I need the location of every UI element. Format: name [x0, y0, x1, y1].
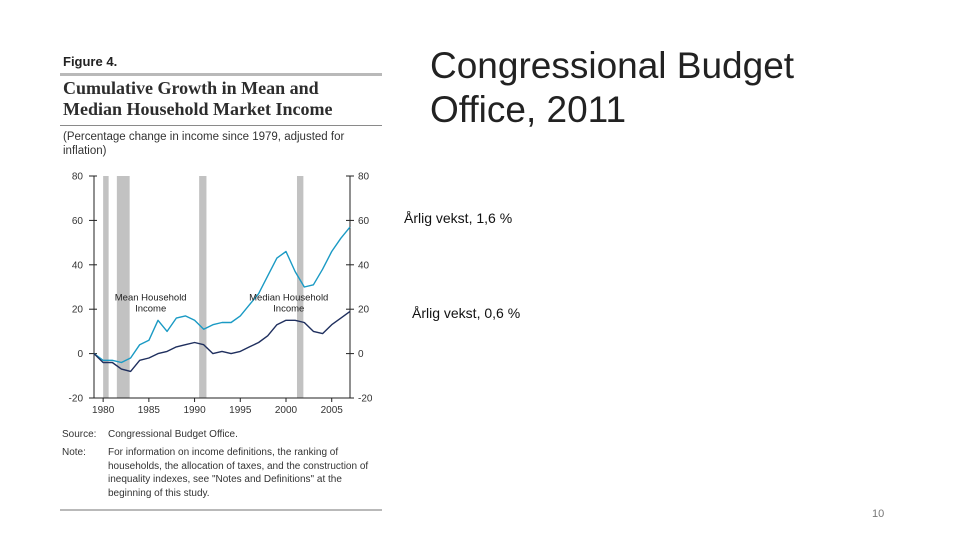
- series-label-line: Mean Household: [115, 292, 187, 303]
- series-label-line: Income: [135, 303, 166, 314]
- source-text: Congressional Budget Office.: [108, 429, 238, 440]
- recession-band-2: [116, 176, 130, 398]
- y-tick-label-right: 80: [358, 172, 370, 183]
- mean-growth-note: Årlig vekst, 1,6 %: [404, 210, 513, 226]
- y-tick-label-right: 0: [358, 349, 364, 360]
- page-number: 10: [872, 508, 885, 520]
- y-tick-label-left: 80: [72, 172, 84, 183]
- mean-income-line: [93, 226, 351, 364]
- figure-bottom-rule: [60, 509, 382, 511]
- y-tick-label-left: 40: [72, 260, 84, 271]
- x-tick-label: 2005: [321, 405, 344, 416]
- y-tick-label-left: 60: [72, 216, 84, 227]
- recession-band-1: [103, 176, 109, 398]
- figure-subtitle: (Percentage change in income since 1979,…: [63, 131, 345, 157]
- growth-line-chart: -20 -20 0 0 20 20 40 40 60 60 80 80 1980 1985 1990 1995…: [69, 172, 373, 417]
- series-label-line: Income: [273, 303, 304, 314]
- note-text: For information on income definitions, t…: [108, 447, 369, 499]
- y-tick-label-right: -20: [358, 394, 373, 405]
- median-income-line: [93, 310, 351, 373]
- figure-label: Figure 4.: [63, 54, 118, 69]
- recession-band-4: [296, 176, 304, 398]
- x-tick-label: 2000: [275, 405, 298, 416]
- note-key: Note:: [62, 447, 86, 458]
- recession-band-3: [199, 176, 207, 398]
- y-tick-label-left: 20: [72, 305, 84, 316]
- figure-title-rule: [60, 125, 382, 126]
- x-tick-label: 1980: [92, 405, 115, 416]
- y-tick-label-left: 0: [77, 349, 83, 360]
- x-tick-label: 1995: [229, 405, 252, 416]
- slide-heading: Congressional Budget Office, 2011: [430, 45, 795, 130]
- series-label-median: Median Household Income: [249, 292, 328, 314]
- x-tick-label: 1985: [138, 405, 161, 416]
- series-label-line: Median Household: [249, 292, 328, 303]
- figure-panel: Figure 4. Cumulative Growth in Mean and …: [60, 48, 382, 512]
- y-tick-label-right: 40: [358, 260, 370, 271]
- y-tick-label-right: 60: [358, 216, 370, 227]
- source-key: Source:: [62, 429, 97, 440]
- figure-title: Cumulative Growth in Mean and Median Hou…: [63, 78, 333, 119]
- y-tick-label-left: -20: [69, 394, 84, 405]
- median-growth-note: Årlig vekst, 0,6 %: [412, 305, 521, 321]
- x-tick-label: 1990: [183, 405, 206, 416]
- y-tick-label-right: 20: [358, 305, 370, 316]
- figure-top-rule: [60, 73, 382, 76]
- series-label-mean: Mean Household Income: [115, 292, 187, 314]
